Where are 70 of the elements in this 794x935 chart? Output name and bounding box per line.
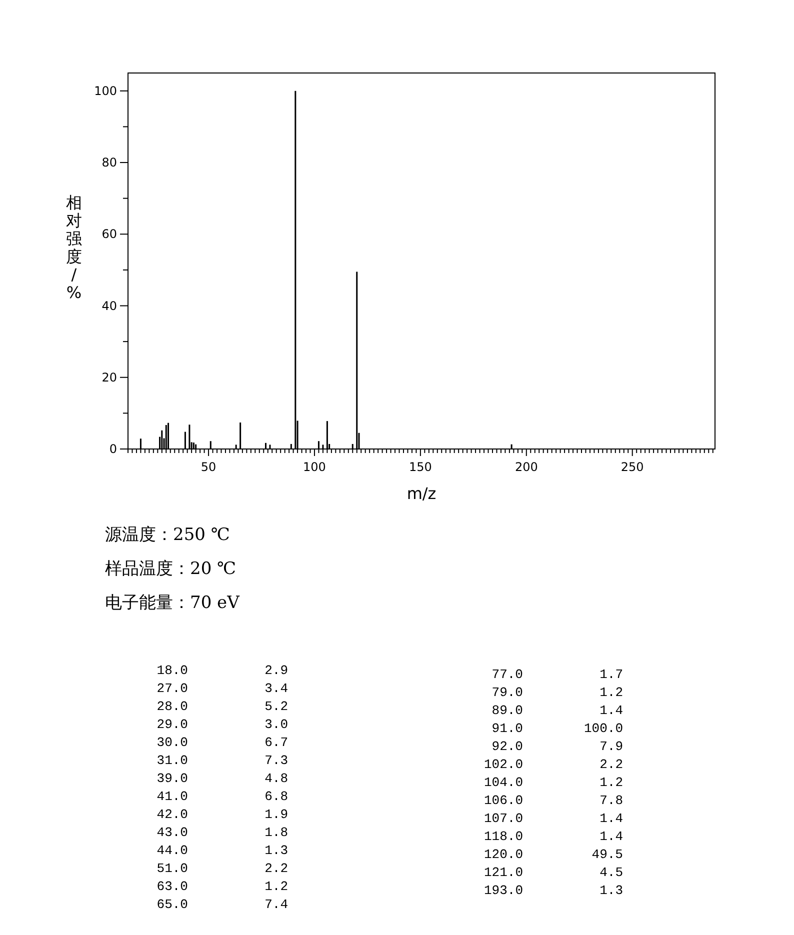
x-tick-label: 150 (408, 460, 432, 474)
x-tick-label: 50 (200, 460, 216, 474)
text: 4.5 (600, 865, 623, 880)
text: 104.0 (484, 775, 523, 790)
text: 100.0 (584, 721, 623, 736)
x-tick-label: 200 (514, 460, 538, 474)
y-tick-label: 80 (102, 156, 117, 170)
y-tick-label: 60 (102, 227, 117, 242)
text: 7.3 (264, 753, 288, 768)
text: 1.2 (600, 685, 623, 700)
x-tick-label: 250 (620, 460, 644, 474)
text: 51.0 (156, 861, 188, 876)
text: 121.0 (484, 865, 523, 880)
text: 电子能量：70 eV (105, 593, 240, 613)
text: 18.0 (156, 663, 188, 678)
text: 44.0 (156, 843, 188, 858)
text: 43.0 (156, 825, 188, 840)
y-tick-label: 0 (109, 442, 117, 456)
text: 42.0 (156, 807, 188, 822)
text: 2.2 (600, 757, 623, 772)
text: 1.2 (600, 775, 623, 790)
text: 27.0 (156, 681, 188, 696)
y-axis-title: 相对强度/% (66, 193, 82, 302)
text: 91.0 (492, 721, 523, 736)
text: 源温度：250 ℃ (105, 525, 230, 545)
text: 118.0 (484, 829, 523, 844)
text: 28.0 (156, 699, 188, 714)
text: 120.0 (484, 847, 523, 862)
text: 1.2 (264, 879, 288, 894)
text: 63.0 (156, 879, 188, 894)
text: 3.4 (264, 681, 288, 696)
x-tick-label: 100 (303, 460, 326, 474)
text: 4.8 (264, 771, 288, 786)
text: 1.3 (264, 843, 288, 858)
text: 102.0 (484, 757, 523, 772)
y-tick-label: 20 (102, 370, 117, 384)
text: 3.0 (264, 717, 288, 732)
text: 65.0 (156, 897, 188, 912)
text: 41.0 (156, 789, 188, 804)
text: 107.0 (484, 811, 523, 826)
text: 6.7 (264, 735, 288, 750)
text: 2.2 (264, 861, 288, 876)
x-axis-title: m/z (406, 484, 436, 503)
text: 49.5 (592, 847, 623, 862)
text: 5.2 (264, 699, 288, 714)
text: 1.4 (600, 829, 624, 844)
text: 1.4 (600, 811, 624, 826)
text: 1.3 (600, 883, 623, 898)
text: 6.8 (264, 789, 288, 804)
text: 89.0 (492, 703, 523, 718)
text: 30.0 (156, 735, 188, 750)
text: 193.0 (484, 883, 523, 898)
text: 1.9 (264, 807, 288, 822)
y-tick-label: 40 (102, 298, 117, 313)
text: 7.9 (600, 739, 623, 754)
text: 39.0 (156, 771, 188, 786)
text: 79.0 (492, 685, 523, 700)
text: 92.0 (492, 739, 523, 754)
text: 1.7 (600, 667, 623, 682)
text: 1.4 (600, 703, 624, 718)
text: 样品温度：20 ℃ (105, 559, 236, 579)
y-tick-label: 100 (94, 84, 117, 98)
text: 1.8 (264, 825, 288, 840)
text: 31.0 (156, 753, 188, 768)
text: 29.0 (156, 717, 188, 732)
text: 77.0 (492, 667, 523, 682)
text: 2.9 (264, 663, 288, 678)
text: 7.8 (600, 793, 623, 808)
text: 7.4 (264, 897, 288, 912)
text: 106.0 (484, 793, 523, 808)
